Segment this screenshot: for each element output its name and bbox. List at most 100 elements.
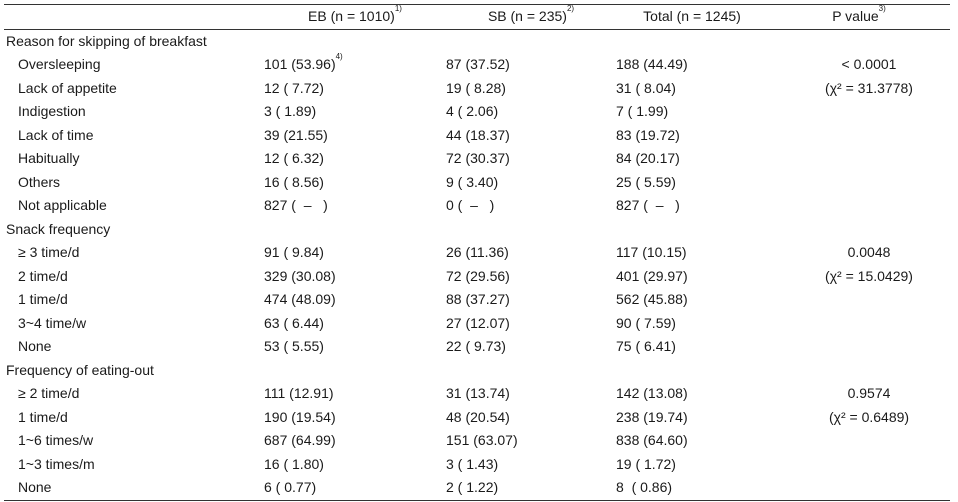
cell-eb: 12 ( 7.72) [264,77,446,101]
cell-total: 84 (20.17) [616,150,680,166]
cell-sb: 44 (18.37) [446,126,510,143]
cell-total: 142 (13.08) [616,385,688,401]
table-row: Not applicable 827 ( – ) 0 ( – ) 827 ( – ) [4,194,950,218]
row-label: Others [18,173,61,190]
row-label: ≥ 3 time/d [18,244,80,260]
row-label: 2 time/d [18,267,68,284]
cell-pvalue [768,194,950,218]
cell-pvalue: (χ² = 31.3778) [825,79,913,96]
cell-eb-value: 474 (48.09) [264,291,336,307]
table-row: None 53 ( 5.55) 22 ( 9.73) 75 ( 6.41) [4,335,950,359]
cell-eb-value: 329 (30.08) [264,267,336,284]
row-label: 3~4 time/w [18,314,87,331]
cell-sb: 88 (37.27) [446,291,510,307]
cell-sb: 87 (37.52) [446,56,510,72]
cell-sb: 22 ( 9.73) [446,338,506,354]
cell-eb-value: 827 ( – ) [264,197,328,213]
cell-total: 838 (64.60) [616,432,688,448]
table-row: 3~4 time/w 63 ( 6.44) 27 (12.07) 90 ( 7.59) [4,312,950,336]
cell-eb: 101 (53.96)4) [264,52,343,72]
cell-pvalue: (χ² = 0.6489) [828,408,910,425]
cell-eb: 12 ( 6.32) [264,147,446,171]
table-row: Lack of time 39 (21.55) 44 (18.37) 83 (19.7… [4,124,950,148]
section-header-row: Frequency of eating-out [4,359,950,383]
row-label: Lack of appetite [18,79,117,96]
cell-eb: 53 ( 5.55) [264,335,446,359]
table-row: ≥ 3 time/d 91 ( 9.84) 26 (11.36) 117 (10.15… [4,241,950,265]
cell-eb-value: 3 ( 1.89) [264,103,317,119]
cell-total: 19 ( 1.72) [616,455,676,472]
row-label: Habitually [18,150,80,166]
cell-sb: 3 ( 1.43) [446,455,499,472]
cell-sb: 0 ( – ) [446,197,495,213]
header-sb: SB (n = 235)2) [446,4,616,30]
header-total: Total (n = 1245) [616,4,768,30]
cell-eb-value: 687 (64.99) [264,432,336,448]
cell-eb: 111 (12.91) [264,382,446,406]
cell-total: 238 (19.74) [616,408,688,425]
cell-total: 25 ( 5.59) [616,173,676,190]
table-row: ≥ 2 time/d 111 (12.91) 31 (13.74) 142 (13.0… [4,382,950,406]
cell-eb-value: 111 (12.91) [264,385,334,401]
cell-pvalue: (χ² = 15.0429) [825,267,913,284]
cell-pvalue [768,335,950,359]
cell-pvalue: 0.0048 [847,244,891,260]
cell-sb: 26 (11.36) [446,244,509,260]
section-title: Snack frequency [6,220,111,237]
cell-sb: 151 (63.07) [446,432,518,448]
row-label: Indigestion [18,103,86,119]
cell-eb: 329 (30.08) [264,265,446,289]
row-label: 1 time/d [18,291,68,307]
table-row: 1~3 times/m 16 ( 1.80) 3 ( 1.43) 19 ( 1.72) [4,453,950,477]
cell-eb-value: 16 ( 1.80) [264,455,324,472]
cell-eb-value: 101 (53.96) [264,56,336,72]
cell-eb: 6 ( 0.77) [264,476,446,501]
section-header-row: Snack frequency [4,218,950,242]
cell-pvalue [768,312,950,336]
table-header: EB (n = 1010)1) SB (n = 235)2) Total (n … [4,4,950,30]
header-pvalue: P value3) [768,4,950,30]
cell-eb-value: 63 ( 6.44) [264,314,324,331]
cell-total: 401 (29.97) [616,267,688,284]
cell-eb: 63 ( 6.44) [264,312,446,336]
cell-pvalue [768,429,950,453]
cell-sb: 72 (29.56) [446,267,510,284]
row-label: None [18,338,52,354]
cell-pvalue [768,147,950,171]
table-row: Oversleeping 101 (53.96)4) 87 (37.52) 188 (… [4,52,950,77]
cell-eb: 16 ( 8.56) [264,171,446,195]
header-blank [4,4,264,30]
table-body: Reason for skipping of breakfast Overslee… [4,29,950,501]
cell-sb: 31 (13.74) [446,385,510,401]
cell-sb: 2 ( 1.22) [446,476,616,501]
table-row: None 6 ( 0.77) 2 ( 1.22) 8 ( 0.86) [4,476,950,501]
cell-total: 827 ( – ) [616,197,680,213]
cell-eb-value: 16 ( 8.56) [264,173,324,190]
cell-sb: 9 ( 3.40) [446,173,499,190]
cell-sb: 4 ( 2.06) [446,103,499,119]
cell-eb-value: 6 ( 0.77) [264,479,317,495]
cell-total: 188 (44.49) [616,56,688,72]
section-header-row: Reason for skipping of breakfast [4,29,950,53]
cell-eb: 3 ( 1.89) [264,100,446,124]
table-row: Others 16 ( 8.56) 9 ( 3.40) 25 ( 5.59) [4,171,950,195]
row-label: 1 time/d [18,408,68,425]
cell-pvalue: 0.9574 [847,385,891,401]
cell-pvalue [768,171,950,195]
header-eb: EB (n = 1010)1) [264,4,446,30]
cell-sb: 48 (20.54) [446,408,510,425]
cell-total: 31 ( 8.04) [616,79,676,96]
cell-eb-value: 190 (19.54) [264,408,336,425]
cell-total: 90 ( 7.59) [616,314,676,331]
cell-pvalue [768,453,950,477]
table-row: 1~6 times/w 687 (64.99) 151 (63.07) 838 (64… [4,429,950,453]
cell-sb: 72 (30.37) [446,150,510,166]
cell-eb-value: 53 ( 5.55) [264,338,324,354]
breakfast-snack-eatingout-table: EB (n = 1010)1) SB (n = 235)2) Total (n … [4,4,950,501]
row-label: 1~6 times/w [18,432,94,448]
cell-total: 8 ( 0.86) [616,476,768,501]
cell-pvalue: < 0.0001 [841,56,897,72]
header-row: EB (n = 1010)1) SB (n = 235)2) Total (n … [4,4,950,30]
cell-eb: 827 ( – ) [264,194,446,218]
cell-sb: 27 (12.07) [446,314,510,331]
